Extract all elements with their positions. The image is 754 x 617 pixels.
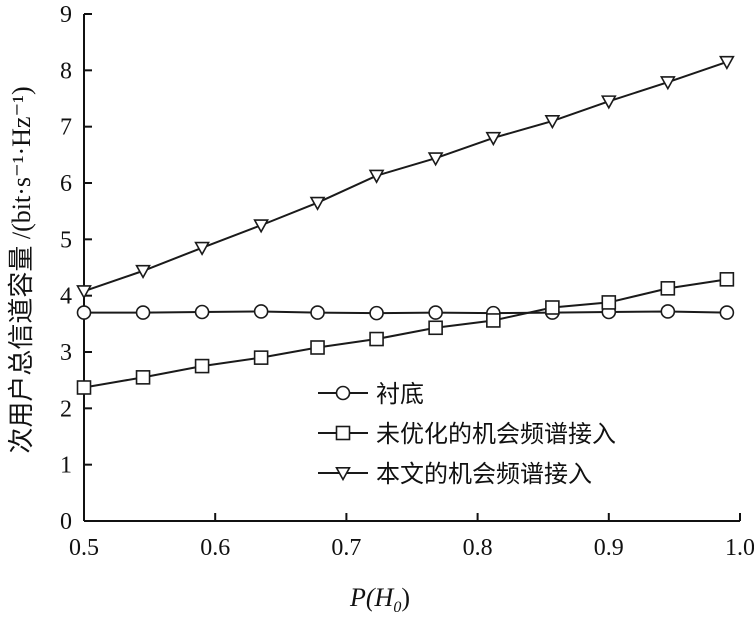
data-point-square xyxy=(76,380,92,395)
data-point-square xyxy=(719,272,735,287)
y-tick-label: 8 xyxy=(60,58,72,84)
data-point-triangle-down xyxy=(194,241,210,256)
legend-item: 本文的机会频谱接入 xyxy=(318,460,592,488)
x-tick-label: 0.7 xyxy=(331,535,361,561)
data-point-triangle-down xyxy=(544,115,561,130)
y-tick-label: 3 xyxy=(60,340,72,366)
legend-label: 衬底 xyxy=(376,380,424,408)
x-tick-label: 0.9 xyxy=(594,535,624,561)
axes xyxy=(83,14,740,522)
x-tick-label: 0.6 xyxy=(200,535,230,561)
y-tick-label: 6 xyxy=(60,171,72,197)
data-point-circle xyxy=(428,305,443,320)
legend-marker-triangle-down xyxy=(335,466,351,482)
x-tick-label: 0.5 xyxy=(69,535,99,561)
series-line xyxy=(83,278,728,389)
data-point-square xyxy=(428,320,443,336)
y-tick-label: 4 xyxy=(60,284,72,310)
legend-item: 未优化的机会频谱接入 xyxy=(318,420,616,448)
y-axis-title: 次用户总信道容量 /(bit·s⁻¹·Hz⁻¹) xyxy=(7,86,36,453)
data-point-square xyxy=(135,370,151,385)
data-point-circle xyxy=(253,304,269,319)
data-point-square xyxy=(310,340,325,355)
data-point-triangle-down xyxy=(485,131,502,147)
x-tick-label: 0.8 xyxy=(463,535,493,561)
legend-label: 未优化的机会频谱接入 xyxy=(376,420,616,448)
data-point-circle xyxy=(310,305,325,320)
legend-marker-circle xyxy=(335,385,351,401)
series-triangle-down xyxy=(76,55,735,300)
series-circle xyxy=(76,304,735,321)
data-point-square xyxy=(486,313,501,328)
series-line xyxy=(84,310,727,315)
data-point-square xyxy=(660,281,676,296)
data-point-square xyxy=(194,358,210,374)
data-point-triangle-down xyxy=(76,285,92,300)
x-axis-title: P(H0) xyxy=(349,583,410,616)
data-point-triangle-down xyxy=(659,76,676,91)
series-layer xyxy=(76,55,735,395)
data-point-circle xyxy=(369,305,384,321)
data-point-triangle-down xyxy=(600,95,617,110)
data-point-triangle-down xyxy=(719,55,735,71)
data-point-triangle-down xyxy=(309,196,326,211)
y-tick-label: 5 xyxy=(60,227,72,253)
series-line xyxy=(83,60,728,293)
data-point-circle xyxy=(719,305,735,320)
data-point-triangle-down xyxy=(368,169,385,184)
legend-marker-square xyxy=(335,425,351,441)
y-tick-label: 1 xyxy=(60,453,72,479)
ticks: 0.5 0.6 0.7 0.8 0.9 1.0 0 1 2 3 4 5 6 7 8 9 xyxy=(60,2,754,561)
data-point-square xyxy=(253,350,269,365)
y-tick-label: 9 xyxy=(60,2,72,28)
data-point-square xyxy=(369,331,384,347)
data-point-circle xyxy=(76,305,92,320)
y-tick-label: 0 xyxy=(60,509,72,535)
data-point-circle xyxy=(194,304,210,320)
y-tick-label: 2 xyxy=(60,396,72,422)
data-point-triangle-down xyxy=(427,152,444,167)
data-point-circle xyxy=(135,305,151,320)
data-point-square xyxy=(601,295,617,310)
y-tick-label: 7 xyxy=(60,115,72,141)
legend-label: 本文的机会频谱接入 xyxy=(376,460,592,488)
data-point-circle xyxy=(660,304,676,319)
data-point-square xyxy=(545,300,560,315)
series-square xyxy=(76,272,735,395)
data-point-triangle-down xyxy=(135,264,151,280)
legend-item: 衬底 xyxy=(318,380,424,408)
x-tick-label: 1.0 xyxy=(725,535,754,561)
data-point-triangle-down xyxy=(253,219,269,234)
